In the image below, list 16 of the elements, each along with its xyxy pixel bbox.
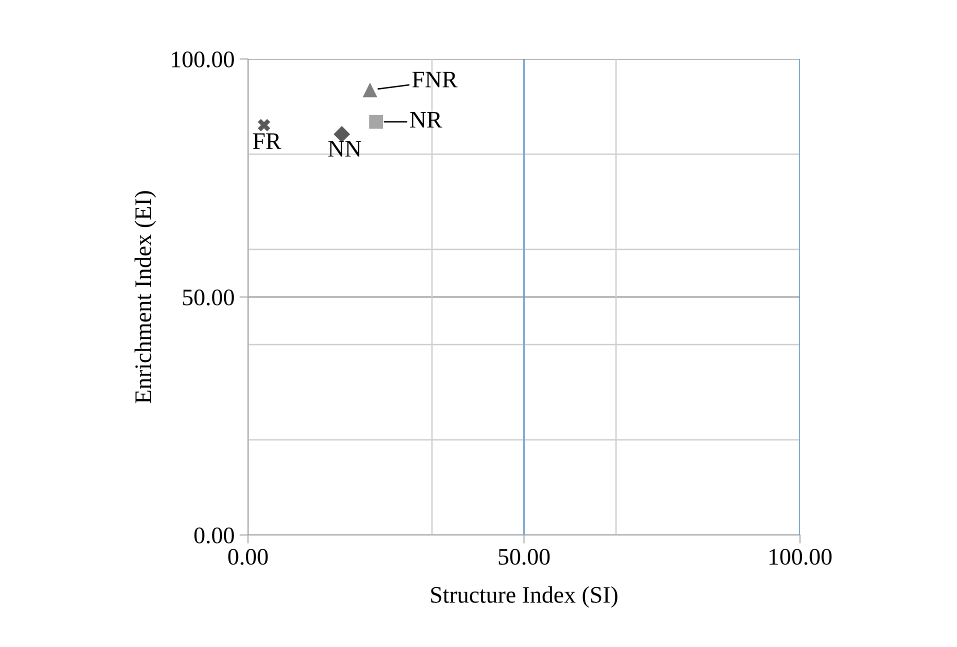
series-label: NN bbox=[328, 141, 362, 157]
x-tick-label: 0.00 bbox=[228, 548, 268, 565]
point bbox=[362, 82, 378, 98]
x-axis-title: Structure Index (SI) bbox=[431, 586, 618, 608]
y-axis-title: Enrichment Index (EI) bbox=[134, 191, 156, 404]
y-tick-label: 0.00 bbox=[194, 527, 234, 544]
point bbox=[334, 126, 350, 142]
x-tick-label: 50.00 bbox=[498, 548, 550, 565]
x-tick-label: 100.00 bbox=[770, 548, 832, 565]
series-label: FR bbox=[253, 133, 282, 149]
y-tick-label: 50.00 bbox=[183, 289, 234, 306]
series-label: NR bbox=[410, 112, 442, 128]
point bbox=[369, 114, 384, 129]
y-tick-label: 100.00 bbox=[172, 51, 234, 68]
series-label: FNR bbox=[412, 72, 458, 88]
point bbox=[258, 118, 270, 132]
